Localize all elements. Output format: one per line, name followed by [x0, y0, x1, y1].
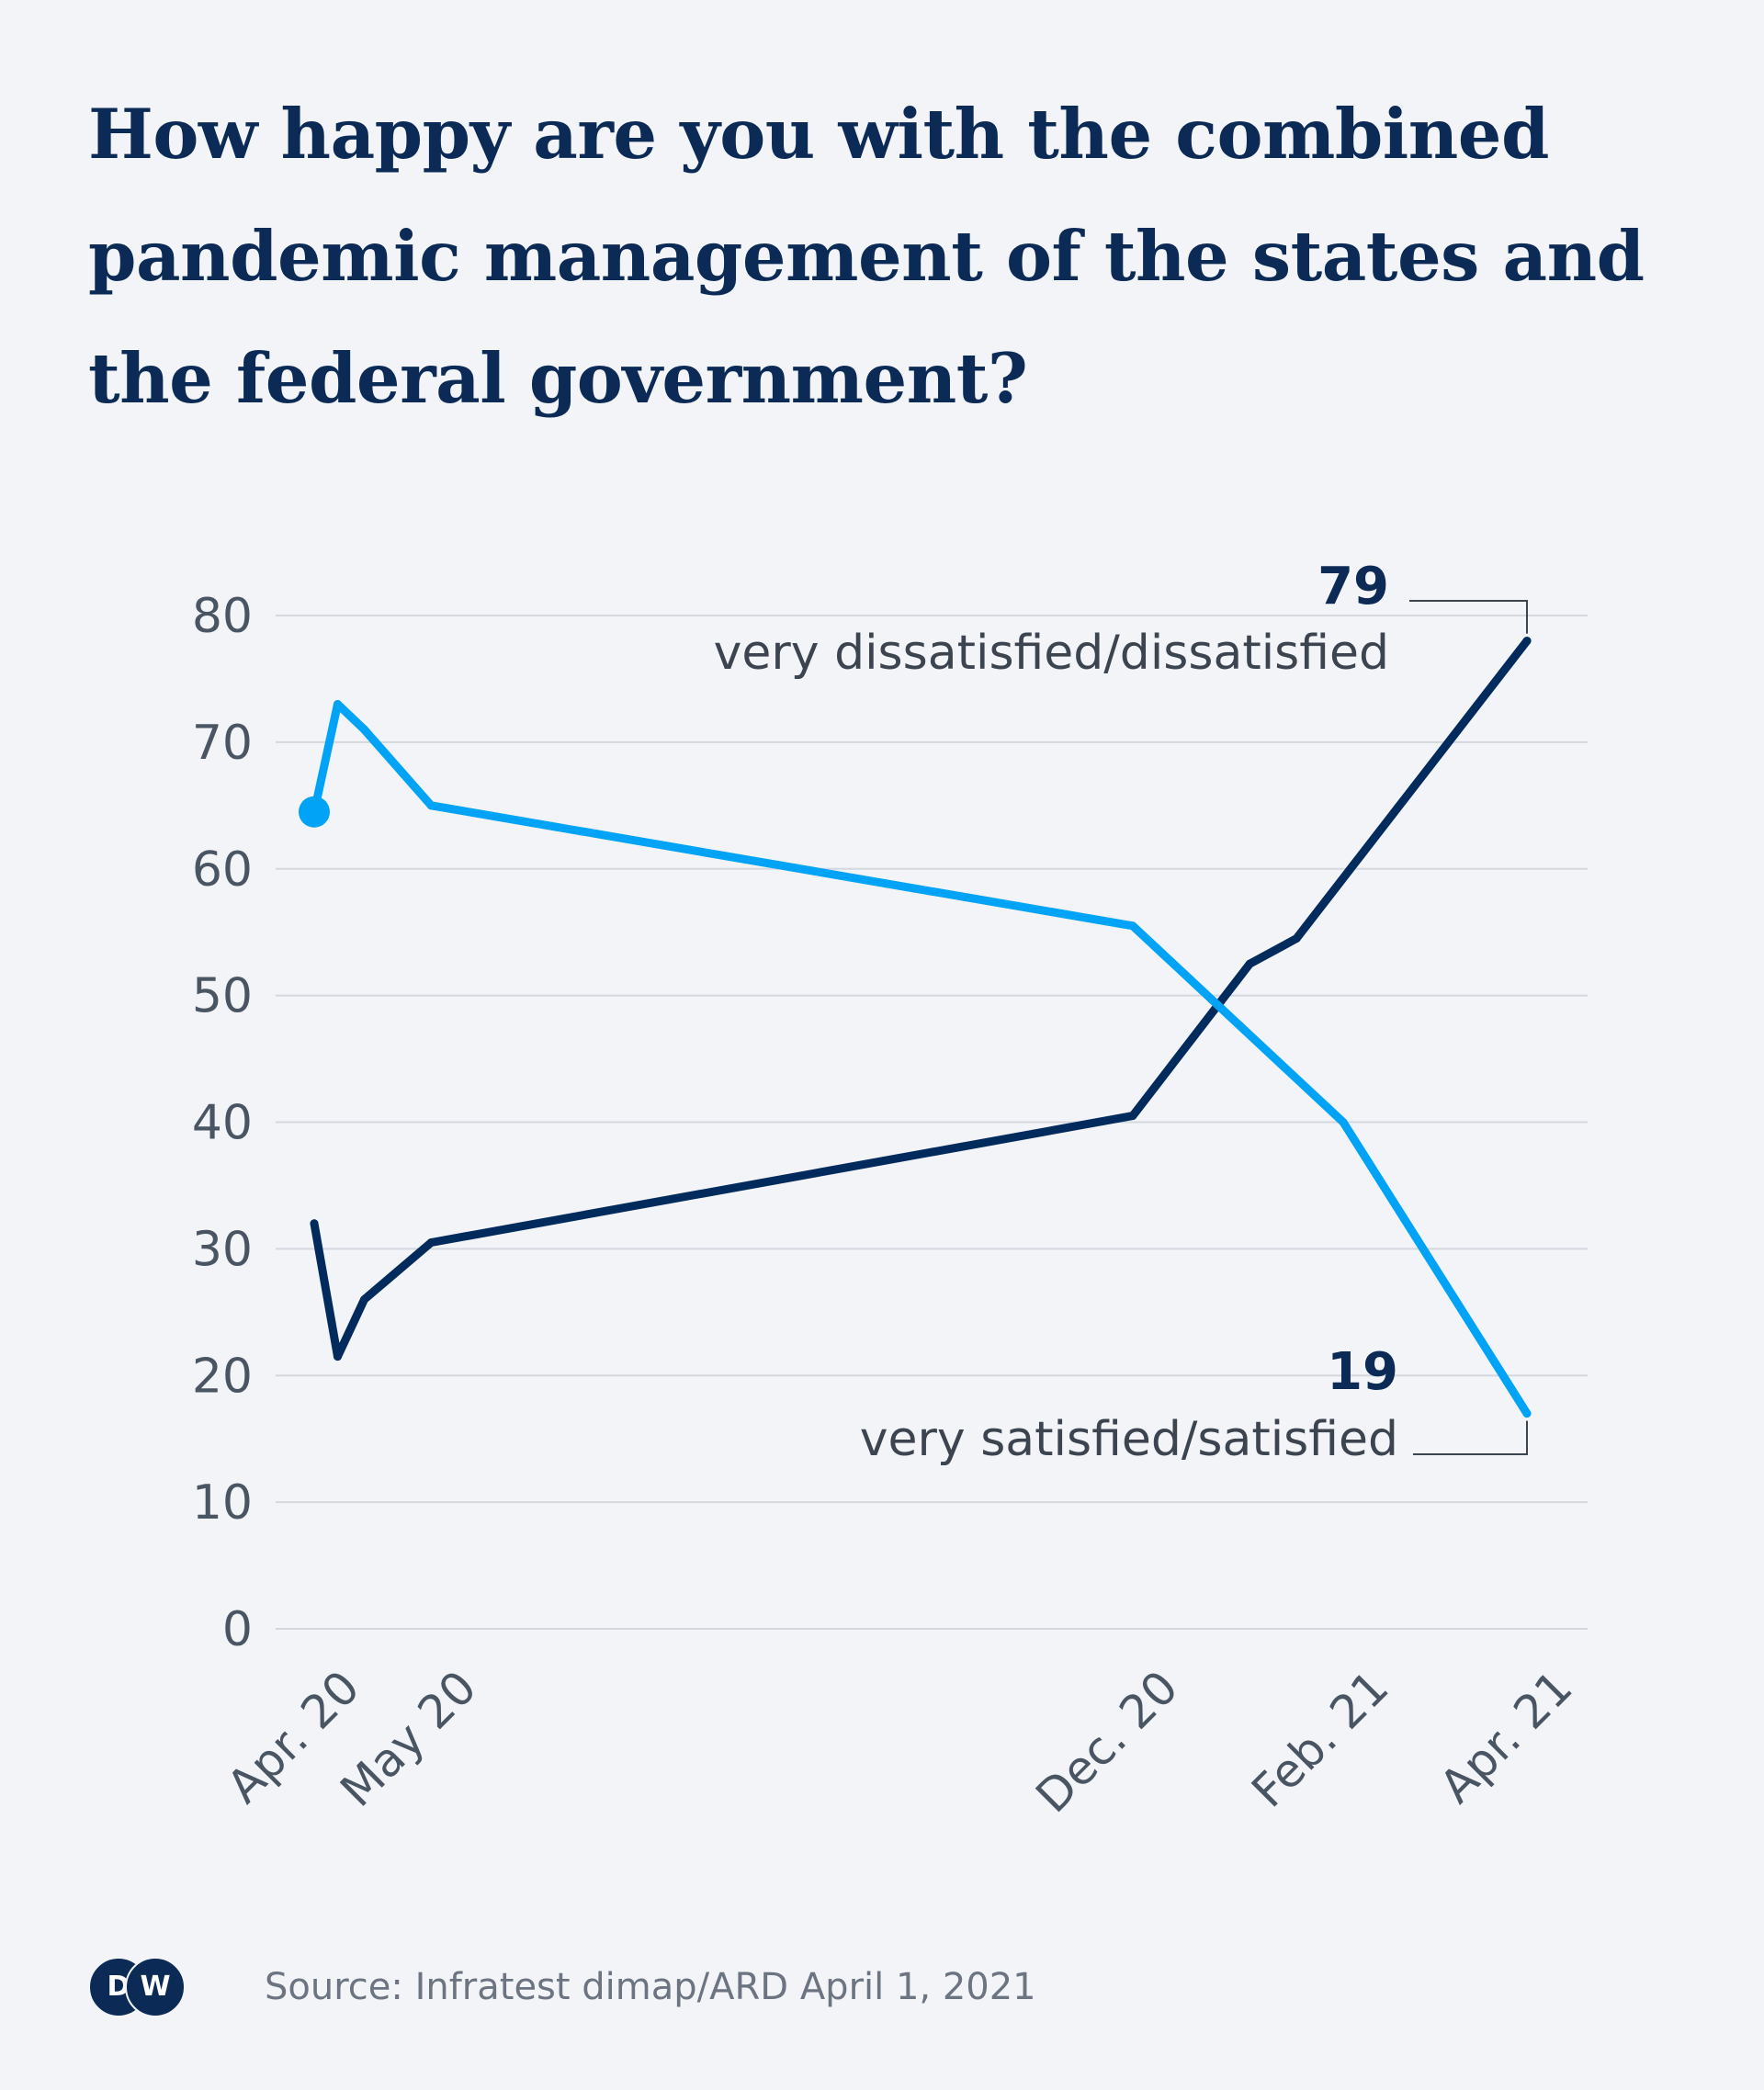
y-tick-label-60: 60 [192, 842, 253, 898]
series-0-point-3 [426, 1237, 435, 1247]
satisfied-end-value: 19 [1327, 1342, 1398, 1402]
footer: D W Source: Infratest dimap/ARD April 1,… [88, 1957, 1036, 2017]
series-line-0 [310, 637, 1532, 1361]
series-labels: 79 very dissatisfied/dissatisfied 19 very s… [714, 557, 1528, 1467]
x-tick-label-4: Apr. 21 [1430, 1660, 1582, 1813]
series-0-point-7 [1522, 637, 1532, 646]
series-0-point-1 [333, 1352, 342, 1361]
series-0-point-2 [360, 1295, 369, 1305]
y-tick-label-40: 40 [192, 1096, 253, 1151]
y-tick-label-70: 70 [192, 716, 253, 771]
satisfied-series-label: very satisfied/satisfied [860, 1412, 1398, 1467]
series-1-point-5 [1339, 1118, 1348, 1126]
series-0-point-0 [310, 1219, 319, 1228]
y-tick-label-30: 30 [192, 1222, 253, 1277]
series-lines [299, 637, 1532, 1418]
dissatisfied-leader-line [1409, 600, 1528, 634]
grid-lines [276, 615, 1588, 1630]
source-note: Source: Infratest dimap/ARD April 1, 202… [265, 1966, 1036, 2008]
series-1-point-4 [1128, 921, 1137, 931]
y-tick-label-10: 10 [192, 1475, 253, 1531]
series-0-point-5 [1245, 959, 1254, 968]
y-tick-label-50: 50 [192, 969, 253, 1024]
dissatisfied-end-value: 79 [1317, 557, 1389, 616]
y-tick-label-20: 20 [192, 1349, 253, 1404]
series-line-1 [310, 700, 1532, 1418]
x-tick-label-3: Feb. 21 [1241, 1660, 1398, 1817]
satisfied-leader-line [1413, 1420, 1528, 1455]
x-tick-label-2: Dec. 20 [1025, 1660, 1188, 1823]
dw-logo: D W [88, 1957, 186, 2017]
series-1-point-6 [1522, 1409, 1532, 1418]
series-1-point-3 [426, 801, 435, 810]
series-1-point-2 [360, 725, 369, 734]
y-axis-ticks: 0 10 20 30 40 50 60 70 80 [192, 589, 253, 1657]
series-0-point-4 [1128, 1112, 1137, 1121]
dissatisfied-series-label: very dissatisfied/dissatisfied [714, 626, 1389, 681]
dw-logo-letter-w: W [125, 1957, 186, 2017]
series-0-point-6 [1292, 934, 1301, 943]
chart-title: How happy are you with the combined pand… [88, 94, 1645, 419]
y-tick-label-80: 80 [192, 589, 253, 644]
y-tick-label-0: 0 [222, 1602, 253, 1657]
satisfied-start-marker [299, 796, 330, 828]
series-1-point-1 [333, 700, 342, 709]
